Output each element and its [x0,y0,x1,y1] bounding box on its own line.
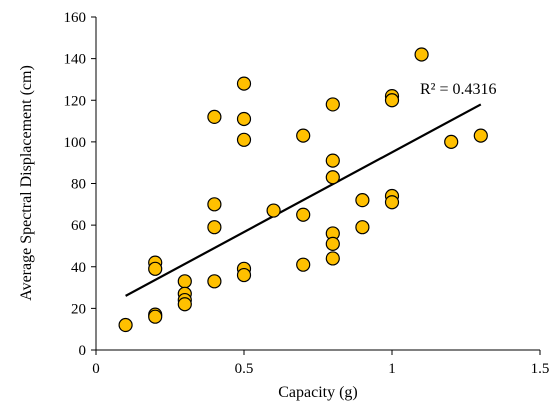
data-point [236,267,252,283]
data-point [384,93,400,108]
r-squared-annotation: R² = 0.4316 [420,81,497,98]
y-tick-label: 20 [71,301,86,317]
data-point [207,220,222,235]
data-point [236,132,252,147]
y-tick-label: 140 [64,52,87,68]
data-point [236,76,252,91]
data-point [355,220,370,235]
data-point [296,128,311,143]
x-axis-ticks: 0 0.5 1 1.5 [92,350,549,377]
y-tick-label: 0 [79,343,87,359]
x-tick-label: 1.5 [531,361,550,377]
data-point [177,297,192,312]
data-point [296,207,311,222]
data-point [148,309,163,324]
data-point [414,47,429,62]
data-point [355,193,370,208]
data-point [325,251,340,266]
x-tick-label: 0.5 [235,361,254,377]
x-tick-label: 1 [388,361,396,377]
y-tick-label: 40 [71,260,86,276]
y-tick-label: 120 [64,93,87,109]
data-point [325,236,340,251]
data-point [325,97,340,112]
data-point [325,170,340,185]
data-points [118,47,488,333]
data-point [444,134,459,149]
y-tick-label: 160 [64,10,87,26]
plot-area: 0 0.5 1 1.5 0 20 40 60 80 100 120 140 160 [64,10,550,377]
data-point [207,109,222,125]
y-tick-label: 100 [64,135,87,151]
data-point [473,128,488,143]
data-point [148,261,163,276]
data-point [325,153,340,168]
data-point [384,195,400,210]
y-axis-ticks: 0 20 40 60 80 100 120 140 160 [64,10,96,359]
y-tick-label: 80 [71,177,86,193]
data-point [266,203,281,218]
x-axis-label: Capacity (g) [278,384,358,401]
y-axis-label: Average Spectral Displacement (cm) [18,65,35,301]
data-point [207,197,222,212]
trendline [125,103,482,297]
data-point [177,274,192,289]
x-tick-label: 0 [92,361,100,377]
y-tick-label: 60 [71,218,86,234]
data-point [296,257,311,272]
data-point [207,274,222,289]
data-point [236,111,252,127]
data-point [118,317,133,333]
